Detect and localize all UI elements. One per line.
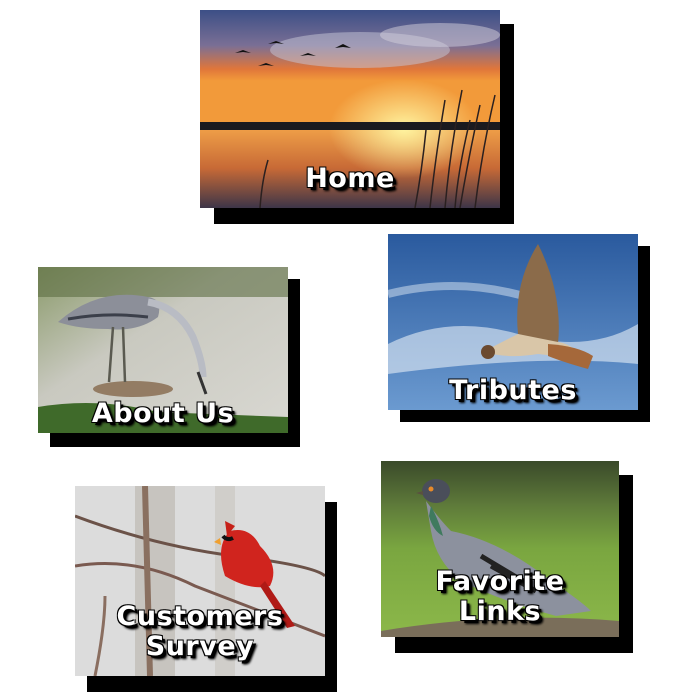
cardinal-photo bbox=[75, 486, 325, 676]
nav-label-favorite-links: Favorite Links bbox=[435, 566, 565, 627]
nav-label-about-us: About Us bbox=[91, 398, 235, 429]
pigeon-photo bbox=[381, 461, 619, 637]
nav-tile-favorite-links[interactable]: Favorite Links bbox=[381, 461, 633, 653]
nav-tile-home[interactable]: Home bbox=[200, 10, 514, 224]
geese-sunset-photo bbox=[200, 10, 500, 208]
nav-tile-customers-survey[interactable]: Customers Survey bbox=[75, 486, 337, 692]
heron-photo bbox=[38, 267, 288, 433]
nav-label-home: Home bbox=[305, 163, 395, 194]
hawk-photo bbox=[388, 234, 638, 410]
nav-tile-tributes[interactable]: Tributes bbox=[388, 234, 650, 422]
nav-tile-about-us[interactable]: About Us bbox=[38, 267, 300, 447]
nav-label-customers-survey: Customers Survey bbox=[116, 601, 284, 662]
nav-label-tributes: Tributes bbox=[449, 375, 577, 406]
